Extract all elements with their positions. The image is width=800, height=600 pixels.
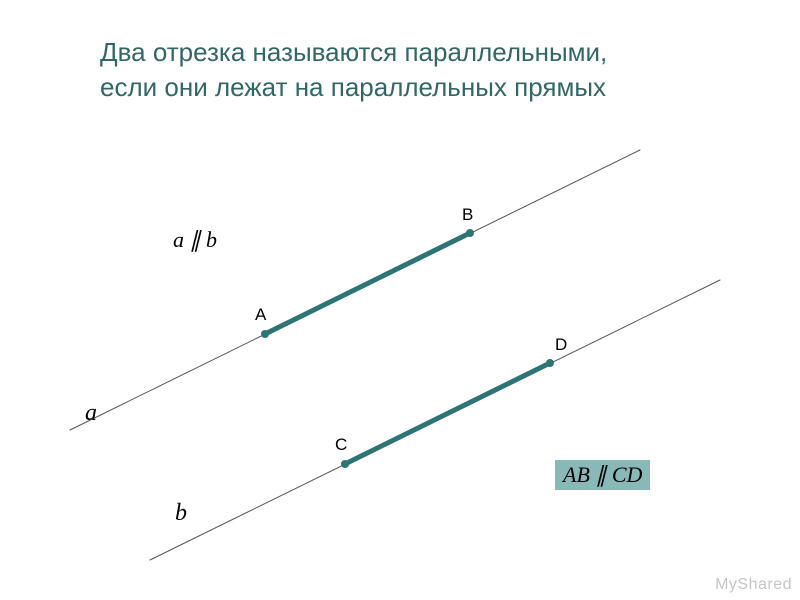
label-line-b: b	[175, 500, 187, 527]
point-a	[261, 330, 269, 338]
watermark: MyShared	[715, 576, 792, 594]
segment-cd	[345, 363, 550, 464]
point-d	[546, 359, 554, 367]
point-c	[341, 460, 349, 468]
label-point-a: A	[255, 305, 266, 325]
point-b	[466, 229, 474, 237]
label-point-d: D	[555, 335, 567, 355]
label-line-a: a	[85, 400, 97, 427]
notation-ab-parallel-cd: AB ∥ CD	[555, 460, 650, 490]
label-point-b: B	[462, 205, 473, 225]
segment-ab	[265, 233, 470, 334]
notation-a-parallel-b: a ∥ b	[165, 225, 225, 255]
label-point-c: C	[335, 435, 347, 455]
diagram-svg	[0, 0, 800, 600]
